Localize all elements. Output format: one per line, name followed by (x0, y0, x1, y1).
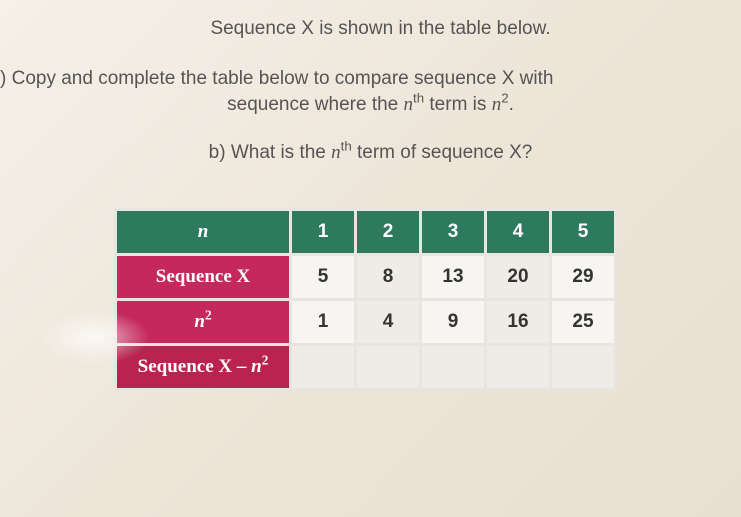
cell-x-4: 20 (487, 256, 549, 298)
sup-th-b: th (341, 139, 352, 154)
header-n: n (117, 211, 289, 253)
header-nsq-exp: 2 (205, 308, 212, 323)
header-n-sym: n (198, 221, 209, 242)
math-n2: n (492, 94, 502, 115)
part-a-seg1: sequence where the (227, 94, 403, 115)
header-diff-a: Sequence X – (138, 356, 251, 377)
part-a-line1: ) Copy and complete the table below to c… (0, 68, 721, 90)
question-content: Sequence X is shown in the table below. … (0, 0, 741, 391)
cell-x-2: 8 (357, 256, 419, 298)
cell-nsq-4: 16 (487, 301, 549, 343)
part-a-line2: sequence where the nth term is n2. (0, 94, 721, 116)
math-n-b: n (331, 142, 341, 163)
cell-nsq-5: 25 (552, 301, 614, 343)
header-nsq: n2 (117, 301, 289, 343)
table-container: n 1 2 3 4 5 Sequence X 5 8 13 20 29 n2 1… (0, 208, 721, 391)
cell-nsq-2: 4 (357, 301, 419, 343)
cell-x-3: 13 (422, 256, 484, 298)
header-seqx: Sequence X (117, 256, 289, 298)
part-b-seg2: term of sequence X? (352, 142, 533, 163)
part-b-seg1: b) What is the (209, 142, 332, 163)
header-nsq-base: n (194, 311, 205, 332)
cell-x-5: 29 (552, 256, 614, 298)
intro-text: Sequence X is shown in the table below. (0, 18, 721, 40)
cell-n-5: 5 (552, 211, 614, 253)
part-a-text: ) Copy and complete the table below to c… (0, 68, 553, 89)
header-diff-b: n (251, 356, 262, 377)
cell-n-4: 4 (487, 211, 549, 253)
table-row: n 1 2 3 4 5 (117, 211, 614, 253)
part-a-seg3: . (509, 94, 514, 115)
part-b-line: b) What is the nth term of sequence X? (0, 142, 721, 164)
table-row: n2 1 4 9 16 25 (117, 301, 614, 343)
header-diff: Sequence X – n2 (117, 346, 289, 388)
table-row: Sequence X 5 8 13 20 29 (117, 256, 614, 298)
cell-n-1: 1 (292, 211, 354, 253)
part-a-seg2: term is (424, 94, 492, 115)
cell-diff-1 (292, 346, 354, 388)
cell-n-2: 2 (357, 211, 419, 253)
cell-nsq-1: 1 (292, 301, 354, 343)
sequence-table: n 1 2 3 4 5 Sequence X 5 8 13 20 29 n2 1… (114, 208, 617, 391)
cell-diff-2 (357, 346, 419, 388)
cell-diff-5 (552, 346, 614, 388)
cell-x-1: 5 (292, 256, 354, 298)
math-n: n (404, 94, 414, 115)
sup-th: th (413, 91, 424, 106)
cell-nsq-3: 9 (422, 301, 484, 343)
header-diff-exp: 2 (262, 353, 269, 368)
cell-n-3: 3 (422, 211, 484, 253)
cell-diff-3 (422, 346, 484, 388)
cell-diff-4 (487, 346, 549, 388)
table-row: Sequence X – n2 (117, 346, 614, 388)
sup-2: 2 (501, 91, 508, 106)
